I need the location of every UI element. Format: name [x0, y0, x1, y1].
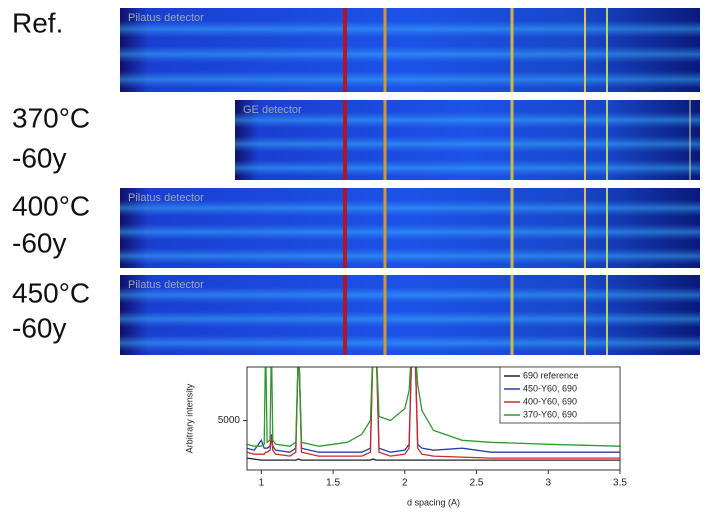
- diffuse-band: [235, 136, 700, 152]
- data-line: [247, 457, 620, 461]
- diffuse-band: [120, 287, 700, 303]
- diffuse-band: [120, 200, 700, 216]
- data-line: [247, 367, 620, 453]
- x-tick-label: 1: [259, 478, 265, 489]
- panel-label: -60y: [12, 142, 66, 173]
- diffraction-line: [606, 275, 608, 355]
- diffraction-line: [510, 8, 514, 92]
- data-line: [247, 367, 620, 447]
- panel-label: Ref.: [12, 7, 63, 38]
- panel-label: -60y: [12, 312, 66, 343]
- diffuse-band: [120, 224, 700, 240]
- diffuse-band: [235, 112, 700, 128]
- diffraction-line: [584, 188, 586, 268]
- diffraction-line: [383, 188, 387, 268]
- diffraction-line: [606, 100, 608, 180]
- detector-label: GE detector: [243, 104, 302, 116]
- legend-label: 370-Y60, 690: [523, 409, 577, 419]
- data-line: [247, 367, 620, 459]
- x-tick-label: 2: [402, 478, 408, 489]
- diffuse-band: [235, 160, 700, 176]
- diffraction-line: [606, 8, 608, 92]
- panel-label: 370°C: [12, 102, 90, 133]
- diffraction-line: [510, 100, 514, 180]
- x-tick-label: 1.5: [326, 478, 340, 489]
- diffraction-line: [510, 188, 514, 268]
- x-tick-label: 2.5: [470, 478, 484, 489]
- panel-label: -60y: [12, 227, 66, 258]
- panel-label: 400°C: [12, 190, 90, 221]
- diffraction-line: [584, 8, 586, 92]
- y-tick-label: 5000: [218, 415, 241, 426]
- panel-label: 450°C: [12, 277, 90, 308]
- diffuse-band: [120, 71, 700, 88]
- legend-label: 450-Y60, 690: [523, 383, 577, 393]
- diffraction-line: [343, 8, 347, 92]
- diffuse-band: [120, 335, 700, 351]
- diffraction-line: [343, 100, 347, 180]
- diffraction-line: [343, 188, 347, 268]
- legend-label: 400-Y60, 690: [523, 396, 577, 406]
- diffraction-line: [343, 275, 347, 355]
- plot-area: [247, 367, 620, 461]
- diffuse-band: [120, 20, 700, 38]
- diffraction-line: [383, 275, 387, 355]
- diffraction-line: [510, 275, 514, 355]
- x-tick-label: 3: [545, 478, 551, 489]
- diffraction-line: [584, 275, 586, 355]
- diffuse-band: [120, 45, 700, 63]
- y-axis-label: Arbitrary intensity: [184, 383, 194, 453]
- diffuse-band: [120, 311, 700, 327]
- detector-label: Pilatus detector: [128, 279, 204, 291]
- diffraction-line: [584, 100, 586, 180]
- diffraction-line: [606, 188, 608, 268]
- diffraction-line: [383, 8, 387, 92]
- x-axis-label: d spacing (A): [407, 497, 460, 507]
- diffraction-line: [383, 100, 387, 180]
- legend-label: 690 reference: [523, 370, 579, 380]
- detector-label: Pilatus detector: [128, 192, 204, 204]
- diffraction-line: [689, 100, 691, 180]
- x-tick-label: 3.5: [613, 478, 627, 489]
- diffuse-band: [120, 248, 700, 264]
- detector-label: Pilatus detector: [128, 12, 204, 24]
